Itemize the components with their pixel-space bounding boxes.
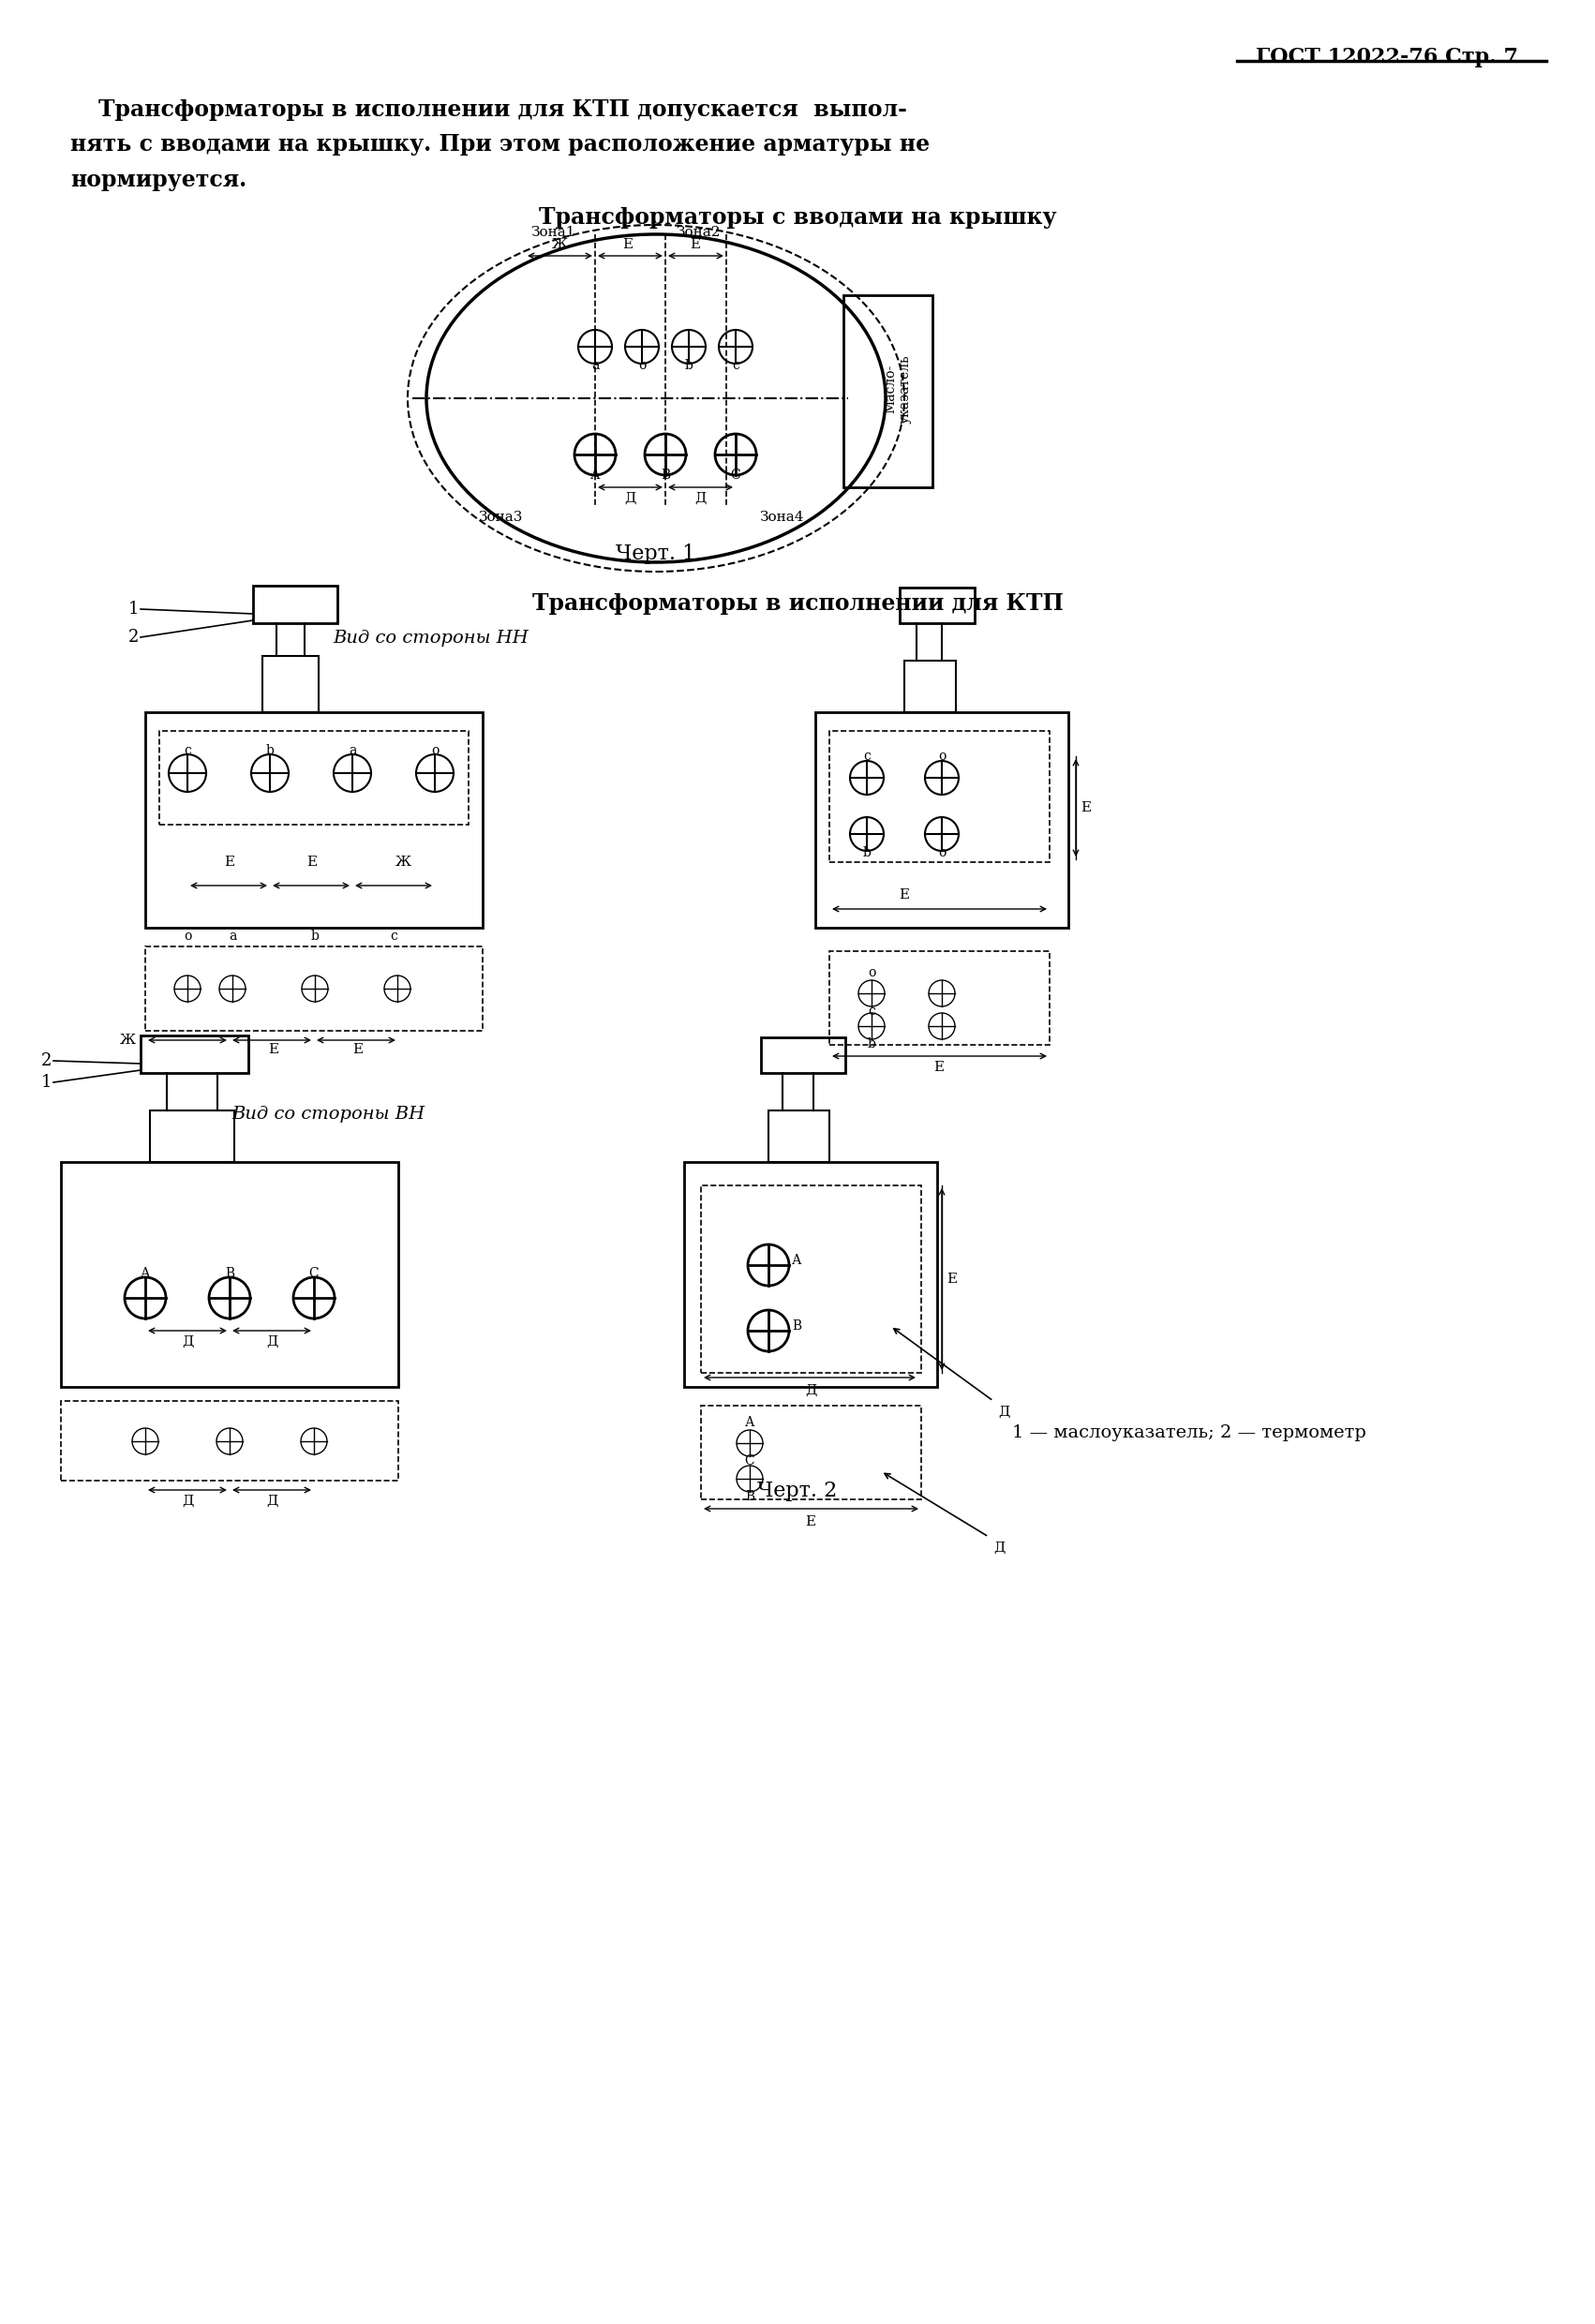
Text: С: С bbox=[731, 469, 740, 481]
Text: нять с вводами на крышку. При этом расположение арматуры не: нять с вводами на крышку. При этом распо… bbox=[70, 132, 930, 156]
Bar bbox=[700, 1185, 922, 1373]
Bar bbox=[61, 1401, 399, 1480]
Text: Масло-
указатель: Масло- указатель bbox=[884, 353, 912, 423]
Text: Е: Е bbox=[933, 1060, 944, 1074]
Text: Е: Е bbox=[352, 1043, 364, 1055]
Text: b: b bbox=[868, 1037, 876, 1050]
Bar bbox=[61, 1162, 399, 1387]
Bar bbox=[904, 660, 955, 711]
Text: о: о bbox=[938, 846, 946, 860]
Text: Черт. 2: Черт. 2 bbox=[758, 1480, 837, 1501]
Text: b: b bbox=[266, 744, 274, 758]
Text: Е: Е bbox=[622, 237, 633, 251]
Text: о: о bbox=[431, 744, 439, 758]
Text: 1: 1 bbox=[128, 600, 139, 618]
Text: Д: Д bbox=[266, 1494, 278, 1508]
Text: Е: Е bbox=[900, 888, 909, 902]
Text: о: о bbox=[938, 751, 946, 762]
Bar bbox=[829, 732, 1050, 862]
Text: b: b bbox=[311, 930, 319, 944]
Text: Е: Е bbox=[268, 1043, 279, 1055]
Bar bbox=[815, 711, 1069, 927]
Text: Вид со стороны ВН: Вид со стороны ВН bbox=[231, 1106, 424, 1122]
Text: Е: Е bbox=[946, 1274, 957, 1285]
Text: Ж: Ж bbox=[552, 237, 568, 251]
Text: o: o bbox=[183, 930, 191, 944]
Text: Д: Д bbox=[266, 1336, 278, 1348]
Text: с: с bbox=[183, 744, 191, 758]
Text: Д: Д bbox=[805, 1385, 817, 1397]
Text: Зона4: Зона4 bbox=[759, 511, 804, 523]
Text: Е: Е bbox=[691, 237, 700, 251]
Text: Ж: Ж bbox=[396, 855, 412, 869]
Text: о: о bbox=[868, 967, 876, 978]
Bar bbox=[844, 295, 933, 488]
Bar bbox=[145, 711, 483, 927]
Text: Д: Д bbox=[998, 1406, 1010, 1418]
Bar bbox=[160, 732, 469, 825]
Text: С: С bbox=[309, 1267, 319, 1281]
Bar bbox=[263, 655, 319, 711]
Text: 2: 2 bbox=[128, 630, 139, 646]
Text: b: b bbox=[863, 846, 871, 860]
Bar bbox=[684, 1162, 938, 1387]
Text: о: о bbox=[638, 358, 646, 372]
Text: А: А bbox=[745, 1415, 754, 1429]
Text: 1 — маслоуказатель; 2 — термометр: 1 — маслоуказатель; 2 — термометр bbox=[1013, 1425, 1367, 1441]
Bar bbox=[829, 951, 1050, 1046]
Text: В: В bbox=[791, 1320, 801, 1332]
Bar bbox=[145, 946, 483, 1032]
Text: В: В bbox=[225, 1267, 234, 1281]
Bar bbox=[254, 586, 338, 623]
Text: С: С bbox=[745, 1455, 754, 1466]
Text: Д: Д bbox=[694, 493, 707, 504]
Bar bbox=[150, 1111, 234, 1162]
Bar bbox=[700, 1406, 922, 1499]
Text: а: а bbox=[228, 930, 236, 944]
Text: А: А bbox=[590, 469, 600, 481]
Text: А: А bbox=[791, 1255, 802, 1267]
Text: Ж: Ж bbox=[120, 1034, 136, 1046]
Ellipse shape bbox=[426, 235, 885, 562]
Text: Зона2: Зона2 bbox=[676, 225, 721, 239]
Text: Зона3: Зона3 bbox=[478, 511, 522, 523]
Bar bbox=[140, 1037, 249, 1074]
Text: с: с bbox=[868, 1004, 876, 1018]
Text: b: b bbox=[684, 358, 692, 372]
Text: Черт. 1: Черт. 1 bbox=[616, 544, 695, 565]
Text: Е: Е bbox=[1080, 802, 1091, 813]
Bar bbox=[769, 1111, 829, 1162]
Text: 1: 1 bbox=[41, 1074, 51, 1090]
Text: Д: Д bbox=[182, 1494, 193, 1508]
Bar bbox=[761, 1037, 845, 1074]
Text: 2: 2 bbox=[41, 1053, 51, 1069]
Text: с: с bbox=[863, 751, 871, 762]
Text: с: с bbox=[732, 358, 740, 372]
Text: Трансформаторы в исполнении для КТП: Трансформаторы в исполнении для КТП bbox=[531, 593, 1064, 616]
Text: Вид со стороны НН: Вид со стороны НН bbox=[333, 630, 530, 646]
Text: с: с bbox=[389, 930, 397, 944]
Bar bbox=[900, 588, 975, 623]
Text: Е: Е bbox=[306, 855, 317, 869]
Text: Трансформаторы с вводами на крышку: Трансформаторы с вводами на крышку bbox=[539, 207, 1056, 228]
Text: Е: Е bbox=[805, 1515, 815, 1529]
Text: В: В bbox=[660, 469, 670, 481]
Text: Зона1: Зона1 bbox=[531, 225, 576, 239]
Text: а: а bbox=[348, 744, 356, 758]
Text: Е: Е bbox=[225, 855, 234, 869]
Text: Д: Д bbox=[994, 1541, 1005, 1555]
Text: А: А bbox=[140, 1267, 150, 1281]
Text: Трансформаторы в исполнении для КТП допускается  выпол-: Трансформаторы в исполнении для КТП допу… bbox=[99, 98, 908, 121]
Text: а: а bbox=[592, 358, 600, 372]
Text: Д: Д bbox=[182, 1336, 193, 1348]
Text: В: В bbox=[745, 1490, 754, 1504]
Text: Д: Д bbox=[624, 493, 635, 504]
Text: нормируется.: нормируется. bbox=[70, 170, 247, 191]
Text: ГОСТ 12022-76 Стр. 7: ГОСТ 12022-76 Стр. 7 bbox=[1255, 46, 1518, 67]
